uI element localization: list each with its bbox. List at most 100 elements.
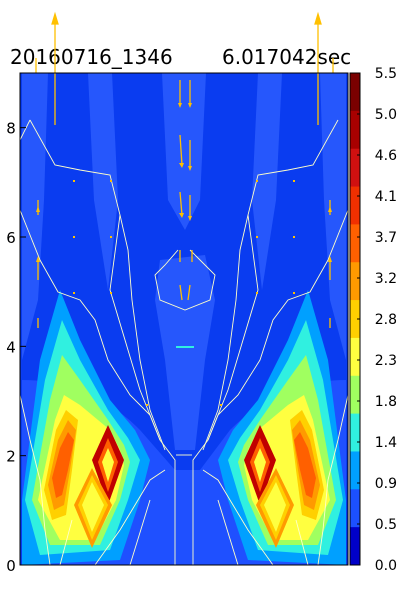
dot-4 xyxy=(293,180,295,182)
arrowhead-10 xyxy=(328,256,332,262)
arrowhead-2 xyxy=(188,103,192,108)
hs-right-l7 xyxy=(294,432,316,498)
hs-right-b-yellow xyxy=(264,482,286,532)
arrowhead-8 xyxy=(328,206,332,212)
colorbar-tick-label: 0.0 xyxy=(375,558,397,574)
arrow-c10 xyxy=(187,284,191,301)
hotspot-left xyxy=(22,290,150,565)
title-left: 20160716_1346 xyxy=(10,45,173,69)
contour-11 xyxy=(94,469,166,565)
contour-4 xyxy=(207,209,348,441)
colorbar-swatch xyxy=(350,413,360,452)
dot-2 xyxy=(110,180,112,182)
colorbar-tick-label: 3.7 xyxy=(375,230,397,246)
colorbar-tick-label: 4.6 xyxy=(375,148,397,164)
y-tick-label: 0 xyxy=(6,557,16,575)
tiny-dots xyxy=(73,180,295,406)
colorbar-swatch xyxy=(350,110,360,150)
colorbar-tick-label: 1.4 xyxy=(375,435,397,451)
dot-5 xyxy=(73,236,75,238)
colorbar-swatch xyxy=(350,451,360,490)
contour-1 xyxy=(29,119,176,565)
colorbar-tick-label: 0.5 xyxy=(375,517,397,533)
contour-17 xyxy=(217,499,239,565)
arrowhead-1 xyxy=(178,103,182,108)
arrow-heads xyxy=(36,103,332,262)
dot-13 xyxy=(146,404,148,406)
colorbar-swatch xyxy=(350,375,360,415)
dot-8 xyxy=(293,236,295,238)
dot-11 xyxy=(110,292,112,294)
hs-left-a-yellow xyxy=(102,448,114,482)
y-tick-label: 8 xyxy=(6,120,16,138)
colorbar-swatch xyxy=(350,224,360,263)
contour-15 xyxy=(295,519,309,565)
colorbar-swatch xyxy=(350,262,360,301)
top-arrowhead-left xyxy=(51,11,59,25)
colorbar-swatch xyxy=(350,186,360,225)
colorbar-tick-label: 2.3 xyxy=(375,353,397,369)
streak-right-inner xyxy=(252,73,282,290)
colorbar-swatch xyxy=(350,489,360,528)
plot-area xyxy=(20,73,348,565)
contour-8 xyxy=(202,214,249,451)
colorbar-swatch xyxy=(350,73,360,112)
contour-7 xyxy=(119,214,166,451)
contour-13 xyxy=(20,119,31,141)
hs-right-a-yellow xyxy=(254,448,266,482)
colorbar-swatch xyxy=(350,148,360,188)
y-tick-label: 6 xyxy=(6,229,16,247)
hs-left-l7 xyxy=(52,432,74,498)
arrowhead-3 xyxy=(179,163,184,168)
arrowhead-9 xyxy=(36,256,40,262)
colorbar-swatch xyxy=(350,527,360,566)
contour-9 xyxy=(154,249,216,311)
contour-5 xyxy=(20,394,51,565)
colorbar-tick-label: 2.8 xyxy=(375,312,397,328)
dot-7 xyxy=(256,236,258,238)
colorbar-tick-label: 3.2 xyxy=(375,271,397,287)
streak-right-outer xyxy=(320,73,346,360)
dot-12 xyxy=(256,292,258,294)
colorbar: 5.5 5.0 4.6 4.1 3.7 3.2 2.8 2.3 1.8 1.4 0.9 0.5 0.0 xyxy=(349,66,397,574)
contour-12 xyxy=(202,469,274,565)
plot-border xyxy=(19,72,349,566)
arrowhead-4 xyxy=(188,166,192,171)
colorbar-swatch xyxy=(350,300,360,339)
dot-6 xyxy=(110,236,112,238)
streak-left-inner xyxy=(88,73,118,290)
dot-10 xyxy=(293,292,295,294)
streak-left-outer xyxy=(22,73,48,360)
colorbar-tick-label: 5.5 xyxy=(375,66,397,82)
hs-left-b-yellow xyxy=(82,482,104,532)
arrow-c5 xyxy=(179,191,183,216)
hotspot-right xyxy=(218,290,346,565)
contour-6 xyxy=(317,394,348,565)
contour-2 xyxy=(192,119,339,565)
colorbar-tick-label: 5.0 xyxy=(375,107,397,123)
colorbar-swatch xyxy=(350,337,360,377)
contour-lines xyxy=(20,119,348,565)
arrow-c9 xyxy=(179,284,183,301)
colorbar-tick-label: 4.1 xyxy=(375,189,397,205)
y-tick-label: 4 xyxy=(6,338,16,356)
dot-9 xyxy=(73,292,75,294)
contour-14 xyxy=(59,519,73,565)
arrowhead-6 xyxy=(188,216,192,221)
arrowhead-5 xyxy=(179,213,184,218)
dot-14 xyxy=(220,404,222,406)
y-axis: 0 2 4 6 8 xyxy=(6,120,26,575)
title-right: 6.017042sec xyxy=(222,45,351,69)
y-tick-label: 2 xyxy=(6,448,16,466)
colorbar-tick-label: 0.9 xyxy=(375,476,397,492)
streak-center-top xyxy=(162,73,206,230)
dot-3 xyxy=(256,180,258,182)
colorbar-tick-label: 1.8 xyxy=(375,394,397,410)
contour-3 xyxy=(20,209,161,441)
dot-1 xyxy=(73,180,75,182)
top-arrowhead-right xyxy=(314,11,322,25)
contour-16 xyxy=(129,499,151,565)
arrowhead-7 xyxy=(36,206,40,212)
arrow-c3 xyxy=(179,134,183,166)
